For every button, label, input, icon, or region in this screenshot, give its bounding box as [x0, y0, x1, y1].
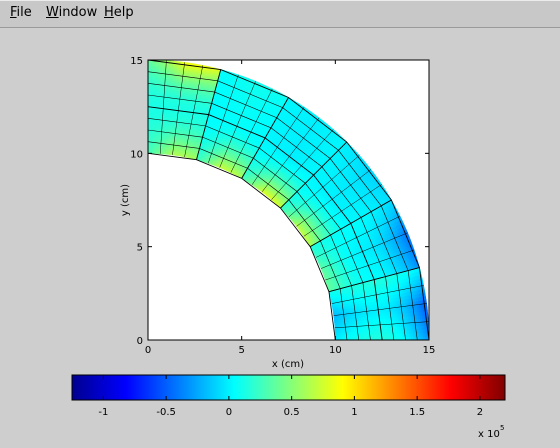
menu-help-label: elp — [113, 5, 134, 20]
menu-bar: File Window Help — [0, 0, 560, 28]
menu-window-label: indow — [58, 5, 98, 20]
stress-mesh — [147, 59, 430, 341]
menu-help[interactable]: Help — [104, 5, 134, 20]
menu-window[interactable]: Window — [46, 5, 97, 20]
menu-file[interactable]: File — [10, 5, 32, 20]
menu-file-mnemonic: F — [10, 5, 17, 20]
menu-file-label: ile — [16, 5, 32, 20]
menu-help-mnemonic: H — [104, 5, 114, 20]
menu-window-mnemonic: W — [46, 5, 59, 20]
